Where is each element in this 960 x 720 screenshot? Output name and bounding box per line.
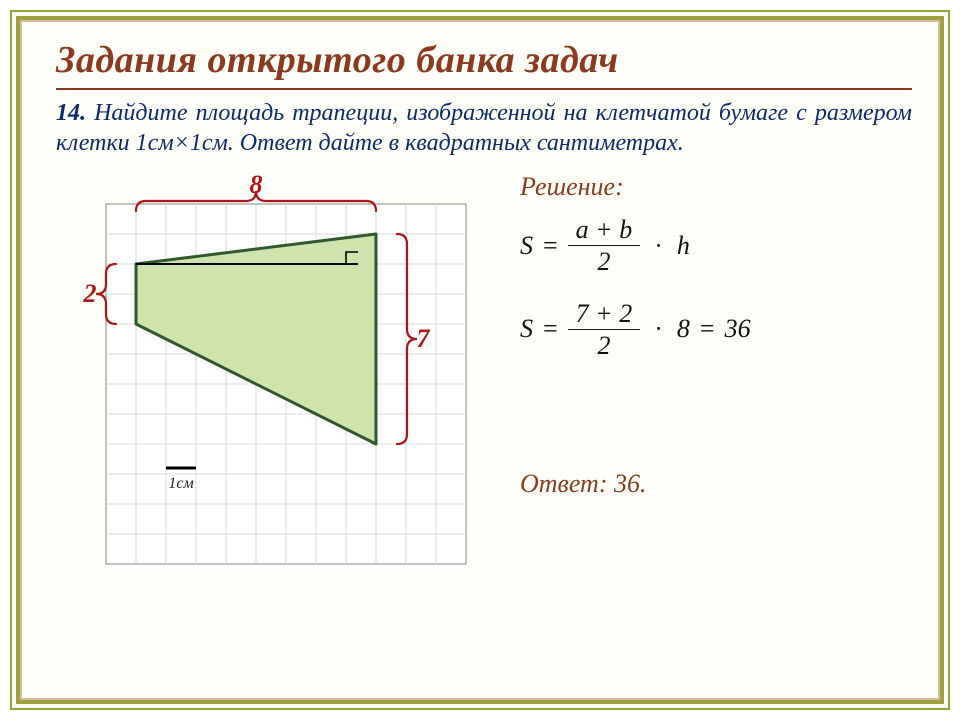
problem-text: Найдите площадь трапеции, изображенной н…	[56, 100, 912, 156]
fraction2-den: 2	[597, 330, 610, 359]
formula-tail: h	[677, 231, 690, 261]
svg-text:7: 7	[417, 324, 431, 353]
svg-text:1см: 1см	[168, 475, 193, 492]
formula2-result: 36	[725, 314, 751, 344]
slide: Задания открытого банка задач 14. Найдит…	[16, 16, 944, 704]
fraction2-num: 7 + 2	[568, 300, 641, 330]
svg-text:2: 2	[83, 279, 97, 308]
equals-sign: =	[543, 231, 558, 261]
formula-general: S = a + b 2 · h	[520, 216, 912, 276]
formula2-lhs: S	[520, 314, 533, 344]
solution: Решение: S = a + b 2 · h S = 7 + 2 2 ·	[520, 164, 912, 609]
figure-svg: 8 2 7 1см	[56, 164, 496, 604]
formula-lhs: S	[520, 231, 533, 261]
mult-dot: ·	[650, 231, 667, 261]
figure: 8 2 7 1см	[56, 164, 496, 609]
fraction-2: 7 + 2 2	[568, 300, 641, 360]
formula2-mult: 8	[677, 314, 690, 344]
page-title: Задания открытого банка задач	[56, 38, 912, 90]
equals-sign-3: =	[700, 314, 715, 344]
svg-text:8: 8	[250, 170, 263, 199]
answer: Ответ: 36.	[520, 469, 912, 499]
fraction-den: 2	[597, 246, 610, 275]
formula-numeric: S = 7 + 2 2 · 8 = 36	[520, 300, 912, 360]
solution-label: Решение:	[520, 172, 912, 202]
fraction: a + b 2	[568, 216, 641, 276]
problem-number: 14.	[56, 100, 86, 126]
fraction-num: a + b	[568, 216, 641, 246]
equals-sign-2: =	[543, 314, 558, 344]
mult-dot-2: ·	[650, 314, 667, 344]
problem-statement: 14. Найдите площадь трапеции, изображенн…	[56, 98, 912, 158]
